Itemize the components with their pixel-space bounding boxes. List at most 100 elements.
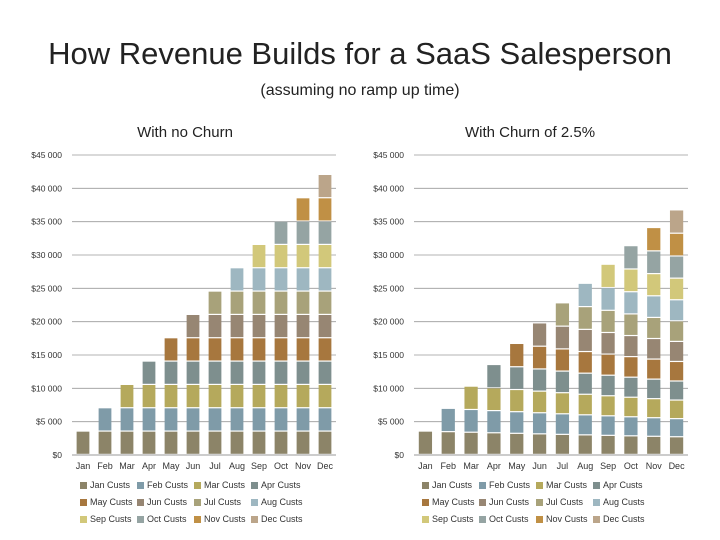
with-churn-bar-sep-jan xyxy=(601,435,615,454)
with-churn-legend-swatch-dec xyxy=(593,515,600,523)
no-churn-legend-swatch-nov xyxy=(194,515,201,523)
with-churn-ytick-label-5: $25 000 xyxy=(373,283,404,293)
no-churn-bar-apr-feb xyxy=(142,408,156,431)
with-churn-bar-aug-jul xyxy=(578,307,592,329)
with-churn-xtick-label-oct: Oct xyxy=(624,461,639,471)
with-churn-bar-nov-aug xyxy=(647,296,661,317)
no-churn-bar-apr-mar xyxy=(142,385,156,408)
legend-no-churn: Jan Custs Feb Custs Mar Custs Apr Custs May … xyxy=(80,480,380,530)
no-churn-bar-dec-feb xyxy=(318,408,332,431)
with-churn-bar-nov-may xyxy=(647,359,661,379)
no-churn-legend-swatch-jun xyxy=(137,498,144,506)
with-churn-bar-jun-apr xyxy=(532,369,547,391)
with-churn-bar-nov-jan xyxy=(647,436,661,454)
no-churn-legend-swatch-aug xyxy=(251,498,258,506)
with-churn-bar-may-apr xyxy=(510,367,524,389)
with-churn-legend-swatch-jun xyxy=(479,498,486,506)
with-churn-bar-aug-mar xyxy=(578,394,592,415)
with-churn-bar-aug-aug xyxy=(578,283,592,307)
with-churn-bar-oct-jul xyxy=(624,314,638,335)
no-churn-bar-feb-jan xyxy=(98,431,112,454)
no-churn-legend-item-jun: Jun Custs xyxy=(137,497,187,507)
with-churn-bar-oct-apr xyxy=(624,377,638,397)
no-churn-legend-label-feb: Feb Custs xyxy=(147,480,189,490)
no-churn-bar-nov-jul xyxy=(296,291,310,314)
with-churn-xtick-label-jul: Jul xyxy=(557,461,569,471)
with-churn-bar-oct-feb xyxy=(624,417,638,436)
no-churn-bar-jun-mar xyxy=(186,385,200,408)
no-churn-bar-oct-may xyxy=(274,338,288,361)
with-churn-bar-sep-apr xyxy=(601,375,615,396)
no-churn-bar-may-mar xyxy=(164,385,178,408)
no-churn-legend-label-jun: Jun Custs xyxy=(147,497,188,507)
with-churn-ytick-label-9: $45 000 xyxy=(373,150,404,160)
with-churn-bar-jul-jul xyxy=(555,303,570,326)
with-churn-xtick-label-nov: Nov xyxy=(646,461,663,471)
no-churn-legend-swatch-apr xyxy=(251,481,258,489)
no-churn-bar-nov-mar xyxy=(296,385,310,408)
no-churn-legend-item-mar: Mar Custs xyxy=(194,480,245,490)
no-churn-ytick-label-9: $45 000 xyxy=(31,150,62,160)
with-churn-bar-oct-aug xyxy=(624,292,638,314)
no-churn-legend-label-sep: Sep Custs xyxy=(90,514,132,524)
no-churn-ytick-label-4: $20 000 xyxy=(31,317,62,327)
with-churn-bar-jun-may xyxy=(532,346,547,369)
no-churn-bar-may-apr xyxy=(164,361,178,384)
no-churn-ytick-label-3: $15 000 xyxy=(31,350,62,360)
no-churn-legend-item-jul: Jul Custs xyxy=(194,497,241,507)
no-churn-xtick-label-sep: Sep xyxy=(251,461,267,471)
no-churn-legend-item-dec: Dec Custs xyxy=(251,514,303,524)
no-churn-bar-sep-jul xyxy=(252,291,266,314)
no-churn-legend-label-apr: Apr Custs xyxy=(261,480,301,490)
no-churn-xtick-label-jan: Jan xyxy=(76,461,91,471)
no-churn-bar-jun-feb xyxy=(186,408,200,431)
no-churn-bar-sep-apr xyxy=(252,361,266,384)
with-churn-bar-sep-jun xyxy=(601,333,615,354)
with-churn-bar-sep-sep xyxy=(601,264,615,287)
with-churn-bar-dec-jun xyxy=(669,342,684,361)
no-churn-bar-sep-may xyxy=(252,338,266,361)
no-churn-xtick-label-jul: Jul xyxy=(209,461,221,471)
no-churn-bar-nov-apr xyxy=(296,361,310,384)
no-churn-bar-feb-feb xyxy=(98,408,112,431)
no-churn-bar-aug-jul xyxy=(230,291,244,314)
with-churn-legend-item-mar: Mar Custs xyxy=(536,480,587,490)
with-churn-legend-label-oct: Oct Custs xyxy=(489,514,529,524)
with-churn-legend-item-jun: Jun Custs xyxy=(479,497,529,507)
no-churn-bar-sep-mar xyxy=(252,385,266,408)
chart-title-no-churn: With no Churn xyxy=(137,124,233,141)
with-churn-legend-swatch-nov xyxy=(536,515,543,523)
no-churn-bar-may-feb xyxy=(164,408,178,431)
with-churn-bar-jun-jan xyxy=(532,434,547,454)
with-churn-legend-label-jun: Jun Custs xyxy=(489,497,530,507)
with-churn-bar-jun-feb xyxy=(532,413,547,434)
no-churn-bar-may-jan xyxy=(164,431,178,454)
no-churn-bar-dec-dec xyxy=(318,175,332,198)
no-churn-bar-oct-apr xyxy=(274,361,288,384)
no-churn-legend-item-sep: Sep Custs xyxy=(80,514,132,524)
no-churn-bar-oct-aug xyxy=(274,268,288,291)
with-churn-bar-dec-sep xyxy=(669,278,684,300)
with-churn-bar-nov-jul xyxy=(647,318,661,338)
no-churn-legend-item-may: May Custs xyxy=(80,497,133,507)
no-churn-bar-oct-feb xyxy=(274,408,288,431)
with-churn-bar-apr-feb xyxy=(487,411,501,433)
with-churn-legend-swatch-aug xyxy=(593,498,600,506)
with-churn-bar-apr-jan xyxy=(487,433,501,454)
with-churn-bar-nov-mar xyxy=(647,399,661,418)
with-churn-bar-nov-oct xyxy=(647,251,661,274)
no-churn-bar-nov-oct xyxy=(296,221,310,244)
with-churn-legend-label-dec: Dec Custs xyxy=(603,514,645,524)
with-churn-bar-mar-feb xyxy=(464,410,478,432)
no-churn-bar-oct-sep xyxy=(274,245,288,268)
no-churn-bar-sep-jan xyxy=(252,431,266,454)
with-churn-legend-swatch-oct xyxy=(479,515,486,523)
no-churn-legend-swatch-sep xyxy=(80,515,87,523)
with-churn-bar-jul-jun xyxy=(555,326,570,349)
no-churn-legend-label-nov: Nov Custs xyxy=(204,514,246,524)
no-churn-bar-aug-aug xyxy=(230,268,244,291)
no-churn-legend-item-aug: Aug Custs xyxy=(251,497,303,507)
no-churn-legend-swatch-jul xyxy=(194,498,201,506)
with-churn-ytick-label-0: $0 xyxy=(395,450,405,460)
with-churn-bar-nov-jun xyxy=(647,339,661,359)
